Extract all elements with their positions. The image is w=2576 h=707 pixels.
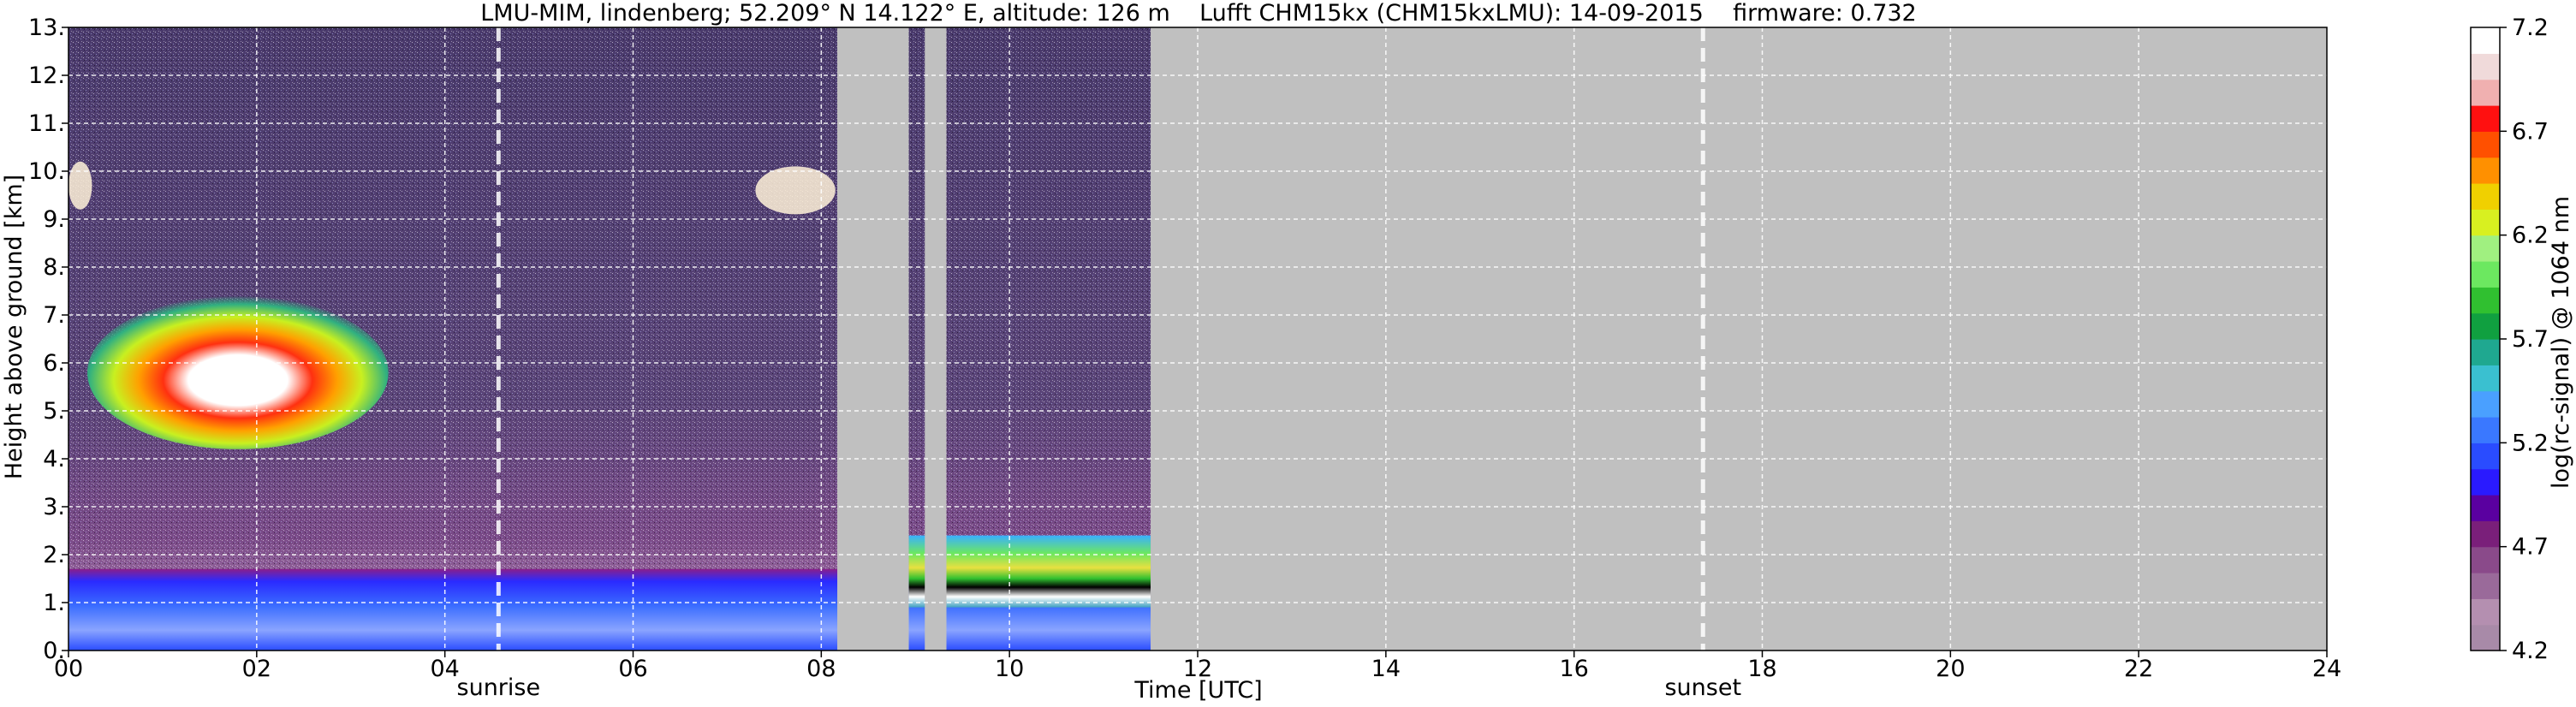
y-tick-label: 1. xyxy=(43,590,65,616)
x-tick-label: 08 xyxy=(806,656,836,682)
x-axis-label: Time [UTC] xyxy=(1133,677,1262,704)
colorbar-band xyxy=(2471,598,2500,626)
colorbar-band xyxy=(2471,183,2500,210)
colorbar-band xyxy=(2471,573,2500,599)
colorbar-band xyxy=(2471,79,2500,106)
y-tick-label: 2. xyxy=(43,542,65,568)
y-tick-label: 9. xyxy=(43,206,65,233)
x-tick-label: 00 xyxy=(54,656,83,682)
colorbar-band xyxy=(2471,312,2500,340)
x-tick-label: 04 xyxy=(430,656,459,682)
y-tick-label: 6. xyxy=(43,350,65,377)
feature-mid-level-cloud xyxy=(86,295,389,449)
colorbar-band xyxy=(2471,287,2500,314)
x-tick-label: 18 xyxy=(1747,656,1776,682)
colorbar-band xyxy=(2471,27,2500,54)
y-tick-label: 11. xyxy=(28,110,65,137)
y-tick-label: 10. xyxy=(28,158,65,185)
colorbar-band xyxy=(2471,53,2500,80)
x-tick-label: 14 xyxy=(1371,656,1401,682)
chart-title: LMU-MIM, lindenberg; 52.209° N 14.122° E… xyxy=(480,0,1916,27)
colorbar-tick-label: 4.2 xyxy=(2512,638,2549,664)
y-tick-label: 4. xyxy=(43,446,65,472)
colorbar-tick-label: 7.2 xyxy=(2512,15,2549,41)
y-tick-label: 0. xyxy=(43,638,65,664)
feature-low-cloud-layer xyxy=(908,535,1151,608)
y-axis-label: Height above ground [km] xyxy=(1,175,27,479)
y-tick-label: 3. xyxy=(43,494,65,520)
colorbar-tick-label: 4.7 xyxy=(2512,534,2549,561)
colorbar-band xyxy=(2471,235,2500,262)
colorbar-band xyxy=(2471,468,2500,496)
y-tick-label: 13. xyxy=(28,15,65,41)
missing-data-region xyxy=(925,27,947,651)
missing-data-region xyxy=(1151,27,2327,651)
x-tick-label: 16 xyxy=(1559,656,1588,682)
colorbar-band xyxy=(2471,105,2500,132)
colorbar-band xyxy=(2471,417,2500,443)
colorbar-band xyxy=(2471,390,2500,418)
colorbar-tick-label: 5.2 xyxy=(2512,430,2549,456)
colorbar: 4.2 4.7 5.2 5.7 6.2 6.7 7.2 xyxy=(2470,15,2549,664)
colorbar-band xyxy=(2471,443,2500,470)
colorbar-band xyxy=(2471,365,2500,392)
sunset-label: sunset xyxy=(1664,674,1741,701)
x-tick-label: 12 xyxy=(1183,656,1212,682)
colorbar-tick-label: 6.2 xyxy=(2512,223,2549,249)
y-tick-label: 12. xyxy=(28,62,65,89)
colorbar-tick-label: 6.7 xyxy=(2512,118,2549,145)
x-tick-label: 02 xyxy=(242,656,271,682)
feature-cirrus xyxy=(68,161,92,210)
x-tick-label: 20 xyxy=(1936,656,1965,682)
colorbar-band xyxy=(2471,339,2500,365)
colorbar-tick-label: 5.7 xyxy=(2512,326,2549,353)
colorbar-band xyxy=(2471,131,2500,158)
y-tick-label: 8. xyxy=(43,254,65,281)
colorbar-label: log(rc-signal) @ 1064 nm xyxy=(2548,196,2574,489)
x-tick-label: 24 xyxy=(2312,656,2341,682)
colorbar-band xyxy=(2471,624,2500,651)
x-tick-label: 06 xyxy=(618,656,647,682)
feature-cirrus xyxy=(755,166,836,215)
x-tick-label: 22 xyxy=(2124,656,2153,682)
colorbar-band xyxy=(2471,209,2500,236)
x-tick-label: 10 xyxy=(995,656,1024,682)
y-tick-label: 7. xyxy=(43,302,65,329)
missing-data-region xyxy=(837,27,909,651)
colorbar-band xyxy=(2471,261,2500,288)
colorbar-band xyxy=(2471,546,2500,573)
sunrise-label: sunrise xyxy=(457,674,541,701)
colorbar-band xyxy=(2471,157,2500,184)
y-tick-label: 5. xyxy=(43,398,65,425)
colorbar-band xyxy=(2471,495,2500,521)
colorbar-band xyxy=(2471,520,2500,548)
